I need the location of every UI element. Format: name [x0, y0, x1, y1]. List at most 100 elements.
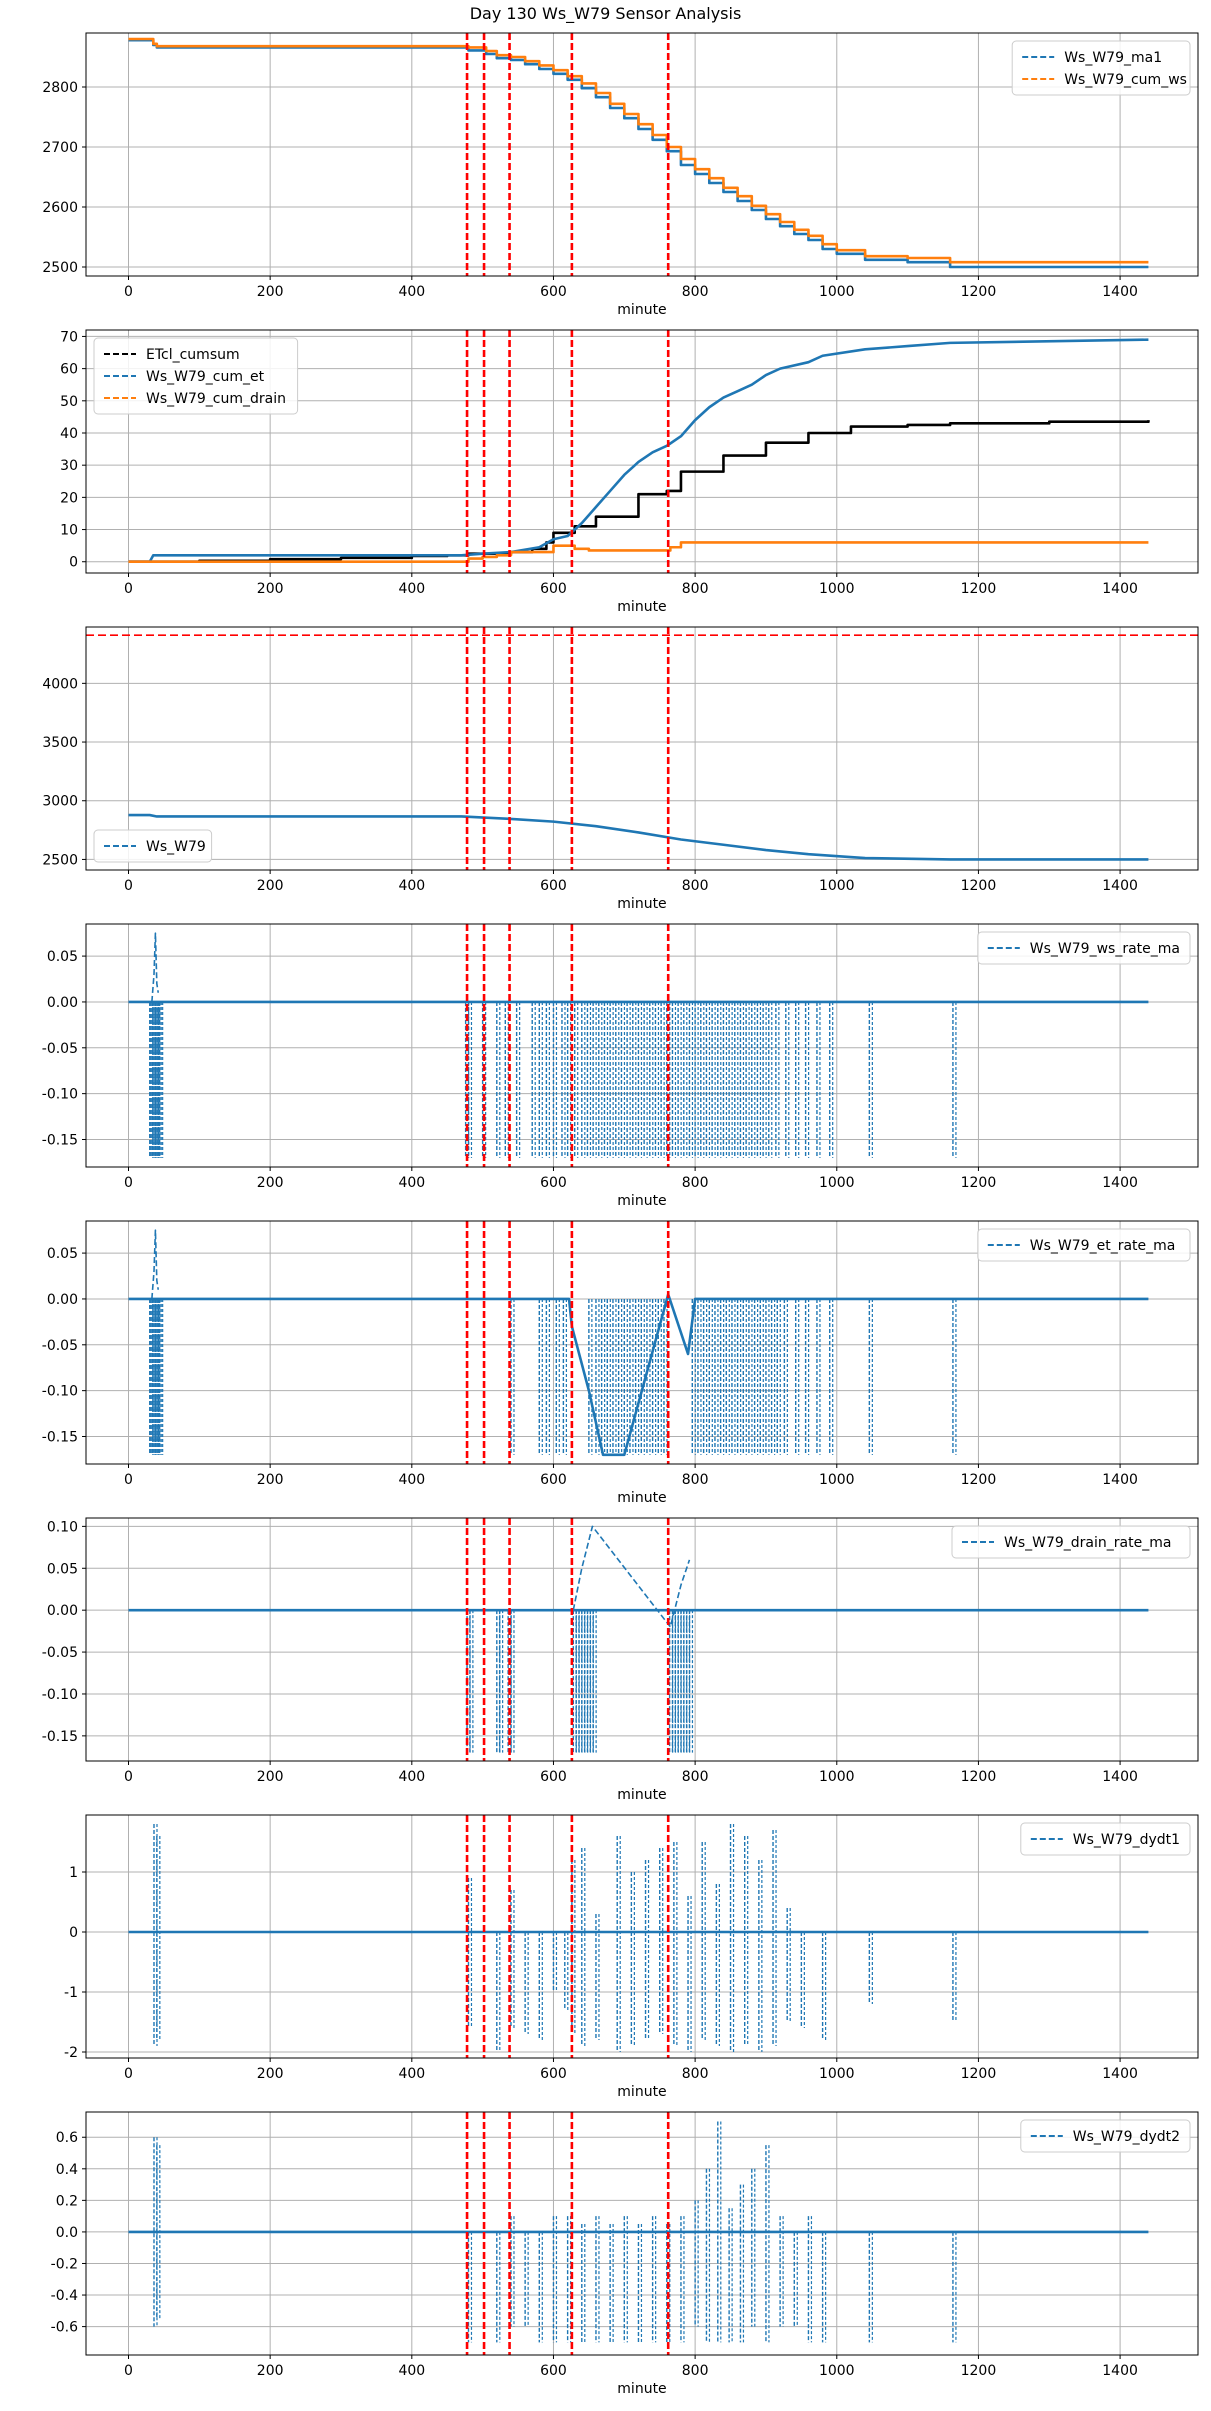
- figure-title: Day 130 Ws_W79 Sensor Analysis: [469, 4, 742, 23]
- legend-box: [1020, 1822, 1191, 1856]
- axes-frame: [85, 923, 1199, 1168]
- x-tick-label: 1200: [961, 1175, 997, 1191]
- x-tick-label: 600: [540, 1472, 567, 1488]
- axes-frame: [85, 1814, 1199, 2059]
- plot-area: [128, 1525, 1149, 1753]
- subplot-7: 0 200 400 600 800 1000 1200 1400 -2 -1 0 1 minute Ws_…: [64, 1814, 1199, 2100]
- series-line-Ws_W79_ma1: [128, 38, 1149, 269]
- x-tick-label: 400: [398, 284, 425, 300]
- y-tick-label: 50: [60, 394, 78, 410]
- series-line-spike-envelope: [151, 1229, 160, 1300]
- legend: Ws_W79_ws_rate_ma: [977, 931, 1191, 965]
- legend: Ws_W79_dydt1: [1020, 1822, 1191, 1856]
- x-tick-label: 1000: [819, 284, 855, 300]
- x-tick-label: 1000: [819, 1769, 855, 1785]
- y-tick-label: 0.10: [47, 1519, 78, 1535]
- legend-box: [977, 1228, 1191, 1262]
- x-tick-label: 800: [682, 1769, 709, 1785]
- x-tick-label: 1400: [1102, 1769, 1138, 1785]
- y-tick-label: -0.05: [42, 1338, 78, 1354]
- legend-label: Ws_W79_dydt1: [1073, 1832, 1180, 1848]
- x-tick-label: 1000: [819, 581, 855, 597]
- plot-area: [128, 2121, 1149, 2343]
- y-tick-label: 10: [60, 523, 78, 539]
- x-tick-label: 1000: [819, 1472, 855, 1488]
- y-tick-label: -0.10: [42, 1087, 78, 1103]
- axes-frame: [85, 626, 1199, 871]
- plot-area: [128, 1229, 1149, 1457]
- x-tick-label: 200: [257, 878, 284, 894]
- x-tick-label: 800: [682, 581, 709, 597]
- x-tick-label: 1200: [961, 581, 997, 597]
- x-tick-label: 1000: [819, 2066, 855, 2082]
- y-tick-label: 0.0: [56, 2225, 78, 2241]
- axes-frame: [85, 1220, 1199, 1465]
- x-tick-label: 600: [540, 2363, 567, 2379]
- plot-area: [128, 338, 1150, 564]
- x-tick-label: 1400: [1102, 581, 1138, 597]
- series-line-baseline: [128, 1293, 1149, 1457]
- x-tick-label: 1000: [819, 878, 855, 894]
- x-tick-label: 200: [257, 1175, 284, 1191]
- y-tick-label: 0.00: [47, 995, 78, 1011]
- legend-box: [977, 931, 1191, 965]
- y-tick-label: 0.00: [47, 1292, 78, 1308]
- legend: Ws_W79: [93, 829, 213, 863]
- x-tick-label: 1200: [961, 1472, 997, 1488]
- x-tick-label: 1400: [1102, 2066, 1138, 2082]
- x-tick-label: 200: [257, 581, 284, 597]
- y-tick-label: 0: [69, 1925, 78, 1941]
- x-tick-label: 600: [540, 1769, 567, 1785]
- x-tick-label: 1200: [961, 284, 997, 300]
- axes-frame: [85, 329, 1199, 574]
- x-axis-label: minute: [617, 599, 666, 615]
- x-axis-label: minute: [617, 1787, 666, 1803]
- y-tick-label: 2500: [42, 852, 78, 868]
- legend-label: Ws_W79_cum_drain: [146, 391, 286, 407]
- subplot-8: 0 200 400 600 800 1000 1200 1400 -0.6 -0.4 -0.2 0.0…: [51, 2111, 1199, 2397]
- series-line-ETcl_cumsum: [128, 420, 1150, 564]
- x-tick-label: 1200: [961, 1769, 997, 1785]
- x-tick-label: 1000: [819, 2363, 855, 2379]
- x-tick-label: 400: [398, 2066, 425, 2082]
- legend-label: Ws_W79_ws_rate_ma: [1030, 941, 1180, 957]
- x-tick-label: 400: [398, 2363, 425, 2379]
- legend: Ws_W79_drain_rate_ma: [951, 1525, 1191, 1559]
- x-tick-label: 1200: [961, 2066, 997, 2082]
- y-tick-label: 0.2: [56, 2193, 78, 2209]
- x-tick-label: 1200: [961, 878, 997, 894]
- y-tick-label: 30: [60, 458, 78, 474]
- series-line-Ws_W79_cum_et: [128, 338, 1149, 564]
- x-tick-label: 800: [682, 284, 709, 300]
- x-tick-label: 800: [682, 1175, 709, 1191]
- legend-label: Ws_W79_drain_rate_ma: [1004, 1535, 1171, 1551]
- x-tick-label: 1400: [1102, 2363, 1138, 2379]
- y-tick-label: 0.05: [47, 1561, 78, 1577]
- subplot-6: 0 200 400 600 800 1000 1200 1400 -0.15 -0.10 -0.05…: [42, 1517, 1199, 1803]
- x-tick-label: 200: [257, 1472, 284, 1488]
- legend-label: Ws_W79: [146, 839, 206, 855]
- y-tick-label: 2500: [42, 260, 78, 276]
- y-tick-label: 0.05: [47, 949, 78, 965]
- x-tick-label: 200: [257, 2363, 284, 2379]
- subplot-4: 0 200 400 600 800 1000 1200 1400 -0.15 -0.10 -0.05…: [42, 923, 1199, 1209]
- x-tick-label: 600: [540, 878, 567, 894]
- legend-box: [1011, 40, 1191, 96]
- x-tick-label: 800: [682, 1472, 709, 1488]
- y-tick-label: 70: [60, 329, 78, 345]
- x-tick-label: 600: [540, 2066, 567, 2082]
- legend: Ws_W79_ma1 Ws_W79_cum_ws: [1011, 40, 1191, 96]
- x-tick-label: 600: [540, 284, 567, 300]
- axes-frame: [85, 32, 1199, 277]
- legend-label: Ws_W79_cum_ws: [1064, 72, 1187, 88]
- subplot-5: 0 200 400 600 800 1000 1200 1400 -0.15 -0.10 -0.05…: [42, 1220, 1199, 1506]
- legend-box: [1020, 2119, 1191, 2153]
- x-axis-label: minute: [617, 1193, 666, 1209]
- x-axis-label: minute: [617, 2084, 666, 2100]
- y-tick-label: 0.4: [56, 2162, 78, 2178]
- y-tick-label: -0.15: [42, 1429, 78, 1445]
- x-tick-label: 600: [540, 1175, 567, 1191]
- plot-area: [128, 932, 1149, 1158]
